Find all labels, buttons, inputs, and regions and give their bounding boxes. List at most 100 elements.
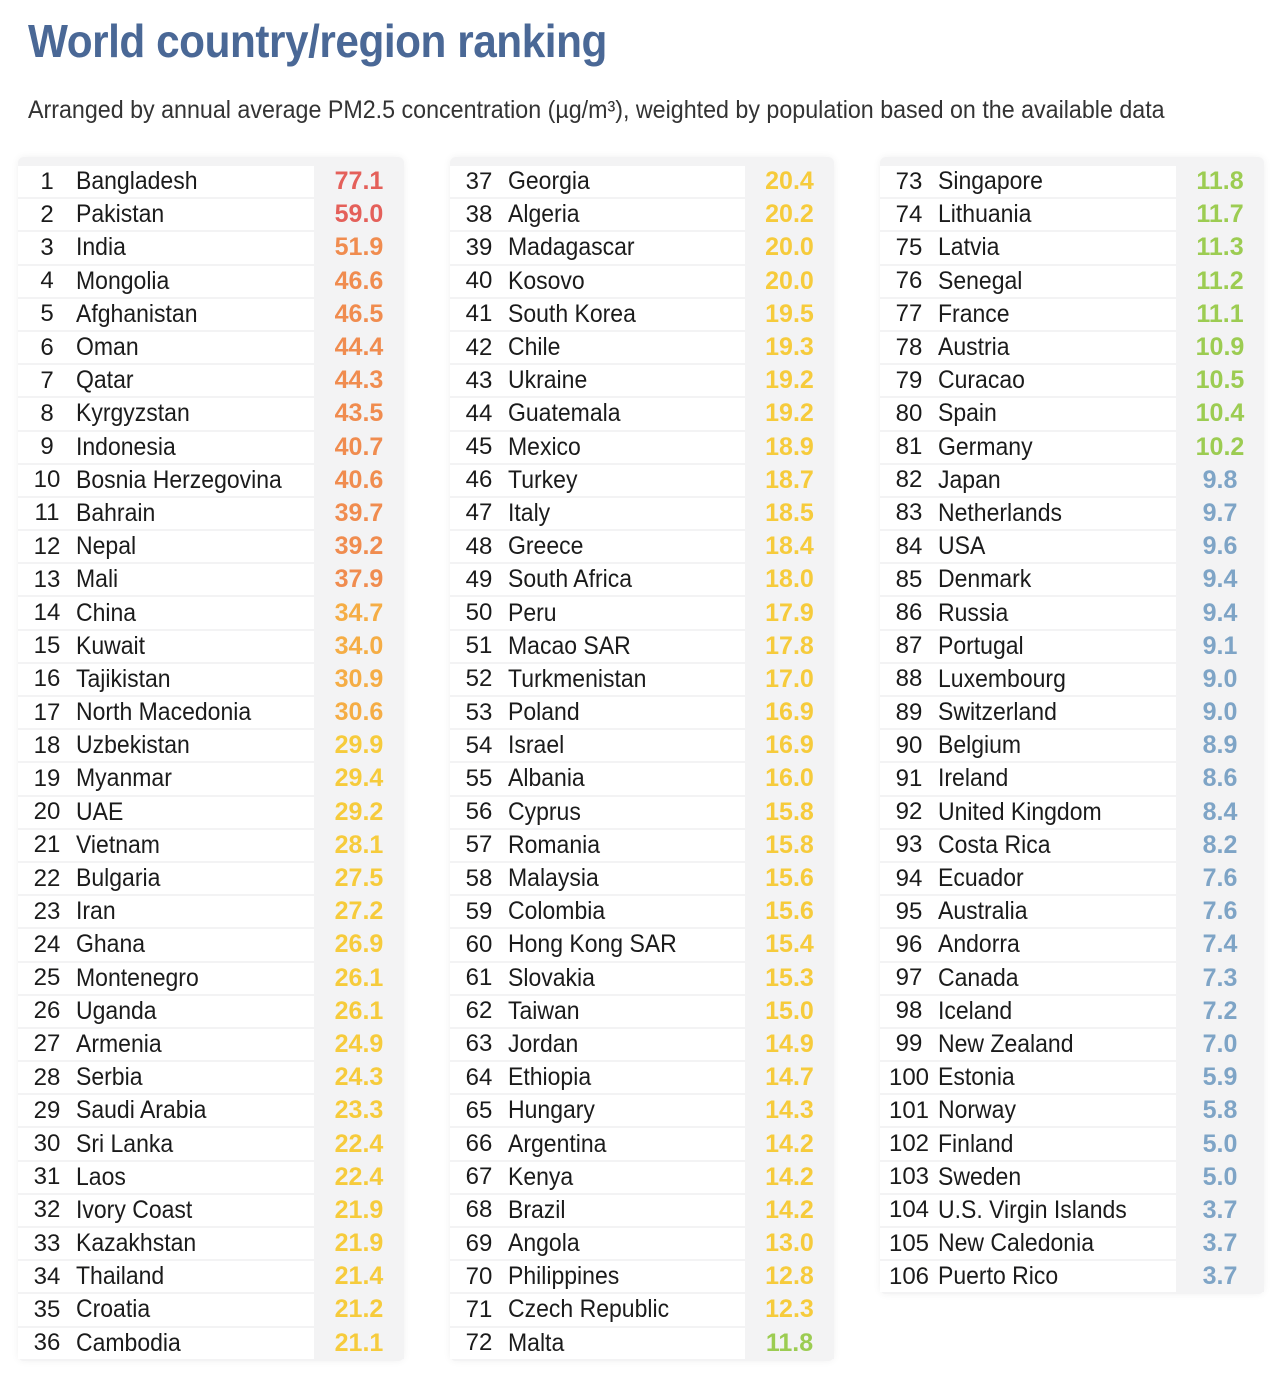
pm25-value: 11.8 (745, 1327, 834, 1359)
country-name: Mongolia (76, 266, 170, 295)
country-name: Peru (508, 598, 557, 627)
ranking-row: 44 Guatemala 19.2 (450, 398, 834, 430)
rank-number: 8 (40, 399, 54, 427)
ranking-row-label-cell: 59 Colombia (450, 896, 745, 928)
pm25-value: 9.8 (1176, 464, 1264, 496)
country-name: Kuwait (76, 631, 146, 660)
rank-number: 17 (33, 698, 61, 726)
rank-number: 98 (895, 997, 923, 1025)
pm25-value: 43.5 (314, 398, 404, 430)
ranking-row: 71 Czech Republic 12.3 (450, 1294, 834, 1326)
ranking-row-label-cell: 5 Afghanistan (18, 298, 314, 330)
rank-number: 50 (465, 599, 493, 627)
country-name: Romania (508, 830, 601, 859)
rank-number: 14 (33, 599, 61, 627)
country-name: Norway (938, 1096, 1016, 1125)
country-name: Colombia (508, 897, 606, 926)
country-name: USA (938, 532, 986, 561)
pm25-value: 19.5 (745, 298, 834, 330)
pm25-value: 18.7 (745, 464, 834, 496)
country-name: Hungary (508, 1096, 595, 1125)
pm25-value: 14.7 (745, 1062, 834, 1094)
pm25-value: 21.4 (314, 1261, 404, 1293)
ranking-row: 88 Luxembourg 9.0 (880, 663, 1264, 695)
ranking-row-label-cell: 12 Nepal (18, 531, 314, 563)
ranking-row-label-cell: 39 Madagascar (450, 232, 745, 264)
ranking-row-label-cell: 61 Slovakia (450, 962, 745, 994)
pm25-value: 16.9 (745, 697, 834, 729)
pm25-value: 15.4 (745, 929, 834, 961)
ranking-row-label-cell: 31 Laos (18, 1161, 314, 1193)
pm25-value: 44.3 (314, 365, 404, 397)
country-name: Latvia (938, 233, 1000, 262)
country-name: Uganda (76, 996, 157, 1025)
pm25-value: 7.6 (1176, 896, 1264, 928)
ranking-row: 106 Puerto Rico 3.7 (880, 1261, 1264, 1293)
rank-number: 34 (33, 1262, 61, 1290)
pm25-value: 15.6 (745, 862, 834, 895)
rank-number: 80 (895, 399, 923, 427)
country-name: Israel (508, 731, 565, 760)
pm25-value: 5.0 (1176, 1161, 1264, 1193)
country-name: Myanmar (76, 764, 172, 793)
pm25-value: 77.1 (314, 166, 404, 198)
country-name: Malaysia (508, 864, 599, 893)
pm25-value: 15.8 (745, 829, 834, 861)
pm25-value: 22.4 (314, 1161, 404, 1193)
ranking-row: 83 Netherlands 9.7 (880, 497, 1264, 530)
ranking-row-label-cell: 77 France (880, 298, 1176, 330)
country-name: New Zealand (938, 1029, 1074, 1058)
country-name: Hong Kong SAR (508, 930, 677, 959)
ranking-row: 37 Georgia 20.4 (450, 166, 834, 198)
ranking-row: 43 Ukraine 19.2 (450, 365, 834, 397)
ranking-row-label-cell: 16 Tajikistan (18, 663, 314, 695)
ranking-row: 100 Estonia 5.9 (880, 1062, 1264, 1094)
rank-number: 69 (465, 1229, 493, 1257)
pm25-value: 20.0 (745, 232, 834, 264)
ranking-row: 91 Ireland 8.6 (880, 763, 1264, 795)
rank-number: 16 (33, 665, 61, 693)
rank-number: 103 (888, 1163, 930, 1191)
pm25-value: 27.2 (314, 896, 404, 928)
country-name: Ghana (76, 930, 146, 959)
ranking-row: 58 Malaysia 15.6 (450, 862, 834, 895)
page-subtitle: Arranged by annual average PM2.5 concent… (28, 96, 1165, 124)
ranking-row: 60 Hong Kong SAR 15.4 (450, 929, 834, 961)
pm25-value: 21.9 (314, 1194, 404, 1226)
ranking-row: 105 New Caledonia 3.7 (880, 1228, 1264, 1260)
rank-number: 49 (465, 565, 493, 593)
ranking-row-label-cell: 37 Georgia (450, 166, 745, 198)
pm25-value: 19.2 (745, 365, 834, 397)
pm25-value: 8.9 (1176, 730, 1264, 762)
country-name: Czech Republic (508, 1295, 670, 1324)
pm25-value: 9.7 (1176, 497, 1264, 530)
ranking-row-label-cell: 100 Estonia (880, 1062, 1176, 1094)
ranking-row-label-cell: 26 Uganda (18, 995, 314, 1027)
country-name: South Korea (508, 299, 636, 328)
rank-number: 15 (33, 632, 61, 660)
pm25-value: 34.7 (314, 597, 404, 629)
rank-number: 104 (888, 1196, 930, 1224)
ranking-row: 22 Bulgaria 27.5 (18, 862, 404, 895)
ranking-row: 76 Senegal 11.2 (880, 265, 1264, 297)
country-name: Lithuania (938, 200, 1032, 229)
rank-number: 10 (33, 466, 61, 494)
pm25-value: 9.0 (1176, 663, 1264, 695)
ranking-row-label-cell: 72 Malta (450, 1327, 745, 1359)
country-name: Australia (938, 897, 1028, 926)
rank-number: 88 (895, 665, 923, 693)
country-name: Philippines (508, 1262, 620, 1291)
ranking-row-label-cell: 67 Kenya (450, 1161, 745, 1193)
rank-number: 13 (33, 565, 61, 593)
ranking-row: 69 Angola 13.0 (450, 1228, 834, 1260)
rank-number: 99 (895, 1030, 923, 1058)
rank-number: 78 (895, 333, 923, 361)
ranking-row-label-cell: 22 Bulgaria (18, 862, 314, 895)
country-name: Montenegro (76, 963, 199, 992)
rank-number: 46 (465, 466, 493, 494)
ranking-row-label-cell: 21 Vietnam (18, 829, 314, 861)
pm25-value: 11.8 (1176, 166, 1264, 198)
ranking-row: 101 Norway 5.8 (880, 1095, 1264, 1127)
pm25-value: 3.7 (1176, 1261, 1264, 1293)
rank-number: 58 (465, 864, 493, 892)
